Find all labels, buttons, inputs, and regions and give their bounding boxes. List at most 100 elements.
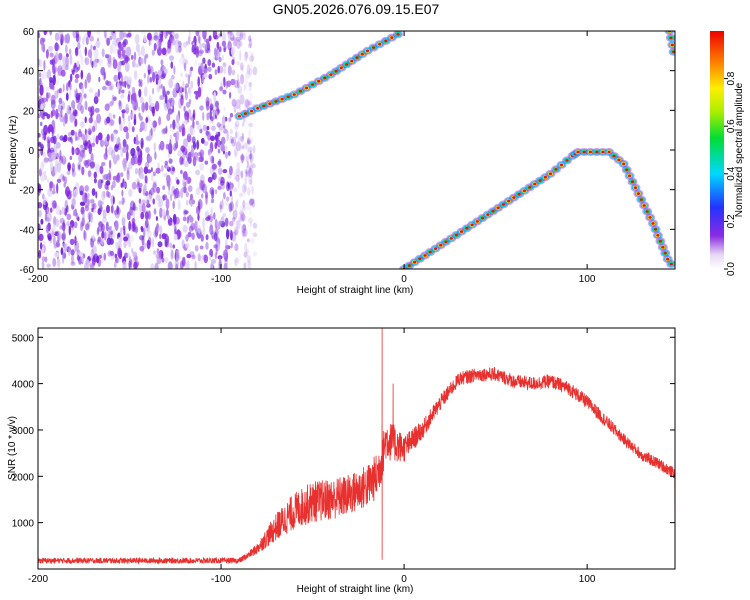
noise-speck [153,142,156,152]
noise-speck [112,180,116,189]
noise-speck [123,160,127,172]
noise-speck [252,66,258,76]
noise-speck [166,174,171,184]
noise-speck [70,73,73,82]
noise-speck [122,146,127,153]
track-core [670,43,674,47]
chart-title: GN05.2026.076.09.15.E07 [273,1,440,17]
noise-speck [217,65,220,74]
noise-speck [248,81,253,87]
y-tick-label: 40 [23,67,35,78]
noise-speck [122,114,125,122]
noise-speck [70,139,74,145]
noise-speck [157,75,162,85]
noise-speck [118,99,122,107]
noise-speck [237,179,240,189]
noise-speck [239,50,242,61]
noise-speck [241,183,247,193]
snr-axes: -200 -100 0 100 1000 2000 3000 4000 5000 [12,328,675,585]
noise-speck [239,94,245,105]
noise-speck [46,212,52,223]
noise-speck [113,262,117,268]
noise-speck [106,37,110,46]
noise-speck [169,55,174,61]
noise-speck [61,234,66,241]
noise-speck [137,50,141,57]
track-core [439,243,443,247]
noise-speck [214,134,220,142]
noise-speck [131,218,136,223]
noise-speck [208,73,213,80]
noise-speck [74,78,79,84]
noise-speck [170,193,173,202]
noise-speck [60,69,66,77]
noise-speck [112,175,117,181]
noise-speck [197,201,201,212]
noise-speck [199,179,204,191]
noise-speck [52,85,55,91]
noise-speck [242,233,245,240]
noise-speck [184,262,189,269]
noise-speck [72,192,77,198]
noise-speck [47,139,51,151]
noise-speck [223,128,228,134]
noise-speck [249,61,253,71]
noise-speck [171,167,176,172]
noise-speck [211,125,216,131]
noise-speck [183,210,189,215]
noise-speck [66,109,72,115]
noise-speck [211,163,217,170]
noise-speck [120,172,124,178]
noise-speck [38,32,41,39]
noise-speck [152,237,154,248]
track-core [378,42,382,46]
noise-speck [39,84,44,96]
noise-speck [135,63,140,68]
noise-speck [241,224,247,234]
noise-speck [139,166,144,175]
noise-speck [84,57,90,66]
noise-speck [194,42,197,51]
noise-speck [103,73,106,81]
noise-speck [123,75,129,82]
noise-speck [103,231,107,241]
noise-speck [210,207,213,217]
noise-speck [195,187,201,196]
noise-speck [226,196,230,202]
track-core [582,150,586,154]
noise-speck [175,141,179,149]
noise-speck [114,220,119,231]
noise-speck [117,61,121,73]
track-core [538,179,542,182]
noise-speck [131,248,134,254]
x-tick-label: -100 [211,274,231,285]
noise-speck [174,258,179,269]
noise-speck [181,53,185,59]
noise-speck [241,31,246,36]
noise-speck [207,215,211,220]
noise-speck [199,128,203,134]
noise-speck [195,94,199,100]
noise-speck [187,231,192,238]
noise-speck [213,232,218,242]
noise-speck [140,211,145,220]
noise-speck [191,254,196,260]
noise-speck [234,120,240,128]
noise-speck [75,147,80,156]
track-core [633,186,638,189]
noise-speck [110,204,114,214]
noise-speck [76,255,80,261]
noise-speck [133,156,139,165]
track-core [465,226,469,230]
noise-speck [38,233,44,242]
noise-speck [160,59,164,66]
noise-speck [38,133,41,138]
noise-speck [69,82,72,91]
noise-speck [220,182,225,190]
noise-speck [162,185,166,190]
noise-speck [50,94,56,106]
noise-speck [115,256,119,264]
spectral-tracks [234,31,675,269]
noise-speck [159,225,163,235]
noise-speck [95,40,101,48]
